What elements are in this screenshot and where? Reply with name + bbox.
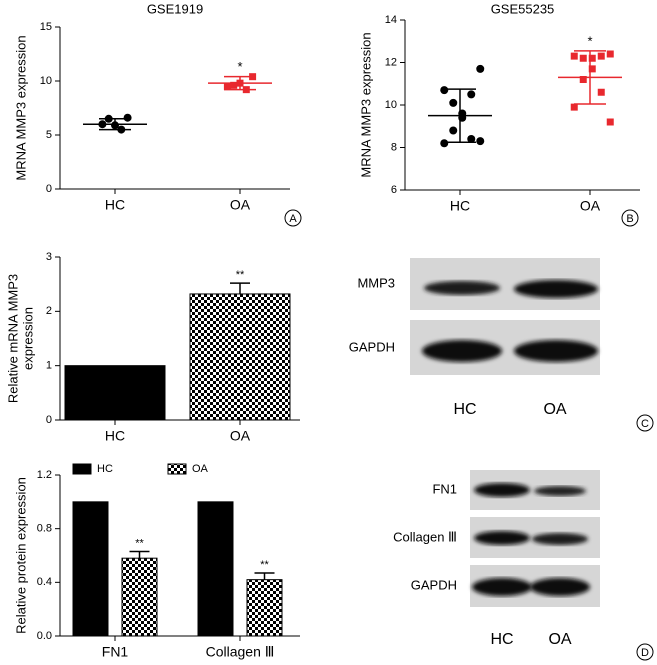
data-point (476, 64, 485, 73)
data-point (597, 52, 605, 60)
y-tick-label: 5 (46, 129, 52, 141)
y-tick-label: 0.4 (37, 576, 52, 588)
y-tick-label: 0.8 (37, 523, 52, 535)
y-tick-label: 10 (40, 75, 52, 87)
data-point (606, 118, 614, 126)
error-bar (254, 572, 275, 580)
x-tick-label: FN1 (102, 644, 129, 660)
x-tick-label: HC (450, 198, 470, 214)
sd-bar (224, 75, 256, 91)
legend-swatch (72, 463, 92, 475)
blot-row-label: GAPDH (411, 577, 457, 592)
y-axis-label: expression (20, 307, 35, 370)
significance: * (237, 59, 242, 74)
panel-badge (636, 414, 654, 432)
bar (72, 501, 109, 637)
panel-label: C (641, 418, 649, 430)
y-tick-label: 0 (46, 414, 52, 426)
data-point (597, 88, 605, 96)
panel-badge (284, 209, 302, 227)
x-tick-label: HC (105, 428, 125, 444)
bar (121, 557, 158, 637)
panel-badge (636, 643, 654, 661)
x-tick-label: OA (230, 197, 251, 213)
blot-row-label: Collagen Ⅲ (393, 529, 457, 544)
significance: ** (236, 269, 245, 281)
y-tick-label: 2 (46, 305, 52, 317)
y-tick-label: 0.0 (37, 630, 52, 642)
x-tick-label: HC (105, 197, 125, 213)
sd-bar (574, 50, 606, 105)
legend-label: HC (97, 463, 113, 475)
x-tick-label: OA (230, 428, 251, 444)
sd-bar (99, 118, 131, 131)
y-axis-label: Relative protein expression (13, 477, 28, 634)
data-point (588, 54, 596, 62)
y-tick-label: 0 (46, 183, 52, 195)
panel-label: B (626, 213, 633, 225)
blot-lane-label: OA (543, 401, 566, 418)
significance: * (587, 33, 592, 48)
panel-label: A (289, 213, 297, 225)
legend-swatch (167, 463, 187, 475)
sd-bar (444, 88, 476, 143)
bar (64, 365, 166, 421)
significance: ** (260, 559, 269, 571)
blot-lane-label: HC (453, 401, 476, 418)
y-tick-label: 3 (46, 251, 52, 263)
error-bar (230, 282, 250, 294)
data-point (449, 98, 458, 107)
y-axis-label: MRNA MMP3 expression (358, 32, 373, 177)
y-axis-label: Relative mRNA MMP3 (5, 274, 20, 403)
bar (189, 293, 291, 421)
panel-badge (621, 209, 639, 227)
bar (197, 501, 234, 637)
legend-label: OA (192, 463, 209, 475)
blot-row-label: GAPDH (349, 339, 395, 354)
y-tick-label: 1 (46, 360, 52, 372)
y-tick-label: 6 (391, 184, 397, 196)
blot-c-image (410, 258, 600, 375)
y-tick-label: 8 (391, 141, 397, 153)
panel-label: D (641, 647, 649, 659)
data-point (467, 135, 476, 143)
blot-lane-label: OA (548, 631, 571, 648)
data-point (579, 76, 587, 83)
significance: ** (135, 537, 144, 549)
data-point (588, 65, 596, 73)
data-point (123, 113, 132, 122)
y-axis-label: MRNA MMP3 expression (13, 35, 28, 180)
x-tick-label: OA (580, 198, 601, 214)
bar (246, 579, 283, 637)
data-point (223, 82, 231, 90)
x-tick-label: Collagen Ⅲ (206, 644, 275, 660)
error-bar (129, 550, 150, 559)
data-point (440, 86, 449, 95)
data-point (606, 50, 614, 58)
data-point (476, 137, 485, 146)
y-tick-label: 12 (385, 56, 397, 68)
blot-d-image (470, 470, 600, 607)
chart-title: GSE1919 (147, 1, 203, 16)
chart-title: GSE55235 (491, 1, 555, 16)
data-point (570, 103, 578, 111)
data-point (449, 126, 458, 135)
blot-row-label: FN1 (432, 481, 457, 496)
data-point (467, 90, 476, 99)
y-tick-label: 15 (40, 21, 52, 33)
y-tick-label: 14 (385, 14, 397, 26)
data-point (230, 81, 238, 89)
data-point (440, 139, 449, 148)
blot-lane-label: HC (490, 631, 513, 648)
data-point (579, 54, 587, 62)
data-point (570, 52, 578, 60)
y-tick-label: 1.2 (37, 469, 52, 481)
y-tick-label: 10 (385, 99, 397, 111)
blot-row-label: MMP3 (357, 275, 395, 290)
